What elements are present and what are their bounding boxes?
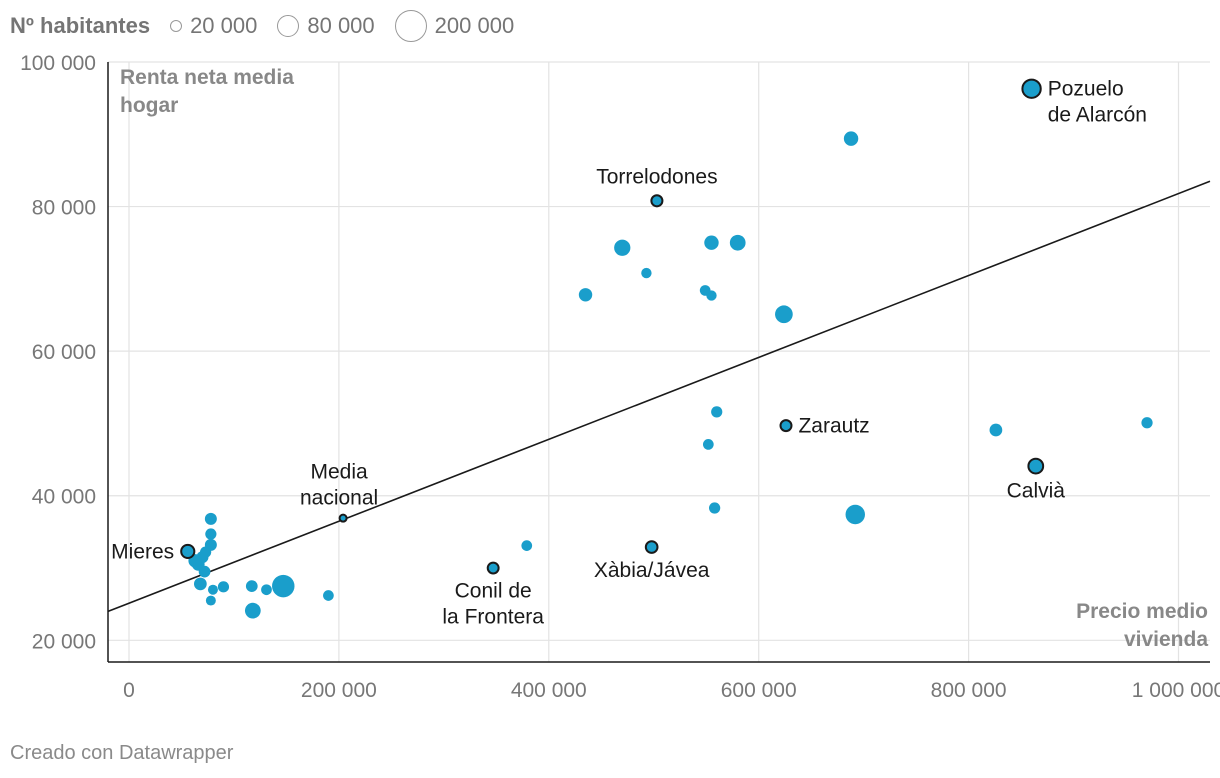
label-media-nacional: Media nacional [300, 461, 378, 510]
point-municipio[interactable] [204, 538, 217, 551]
y-axis-title-line-2: hogar [120, 94, 178, 117]
point-municipio[interactable] [729, 234, 746, 251]
point-municipio[interactable] [207, 584, 218, 595]
point-municipio[interactable] [641, 267, 652, 279]
point-xabia-javea[interactable] [644, 540, 659, 554]
point-municipio[interactable] [843, 131, 859, 146]
point-municipio[interactable] [272, 574, 295, 598]
point-municipio[interactable] [521, 540, 533, 551]
point-municipio[interactable] [706, 290, 717, 301]
legend-label-small: 20 000 [190, 13, 258, 38]
point-pozuelo-de-alarcon[interactable] [1021, 78, 1042, 99]
point-municipio[interactable] [244, 602, 261, 619]
footer-credit: Creado con Datawrapper [10, 742, 234, 764]
legend: Nº habitantes 20 000 80 000 200 000 [10, 8, 534, 44]
grid-lines [108, 61, 1210, 662]
point-torrelodones[interactable] [650, 194, 664, 208]
legend-item-large: 200 000 [394, 10, 515, 42]
legend-item-small: 20 000 [170, 13, 257, 39]
legend-label-large: 200 000 [434, 13, 515, 38]
point-municipio[interactable] [578, 288, 593, 302]
point-municipio[interactable] [989, 423, 1003, 437]
point-municipio[interactable] [702, 439, 714, 450]
x-tick-label: 600 000 [721, 679, 797, 702]
y-axis-title-line-1: Renta neta media [120, 66, 294, 89]
point-municipio[interactable] [614, 239, 631, 256]
point-municipio[interactable] [709, 502, 721, 514]
x-tick-label: 1 000 000 [1132, 679, 1220, 702]
point-municipio[interactable] [204, 512, 217, 525]
point-municipio[interactable] [775, 305, 793, 324]
y-tick-label: 40 000 [32, 486, 96, 509]
point-municipio[interactable] [1141, 417, 1153, 429]
point-municipio[interactable] [261, 584, 272, 596]
label-zarautz: Zarautz [798, 415, 869, 438]
scatter-chart: 0 200 000 400 000 600 000 800 000 1 000 000 20… [20, 52, 1220, 702]
legend-circle-large-icon [394, 10, 427, 42]
label-pozuelo-de-alarcon: Pozuelo de Alarcón [1048, 78, 1147, 127]
x-tick-label: 800 000 [931, 679, 1007, 702]
point-labels: Pozuelo de Alarcón Torrelodones Zarautz Calv… [111, 78, 1147, 629]
point-municipio[interactable] [193, 577, 207, 591]
label-calvia: Calvià [1007, 479, 1066, 502]
legend-item-medium: 80 000 [277, 13, 375, 39]
legend-circle-small-icon [170, 20, 183, 32]
point-municipio[interactable] [245, 580, 258, 592]
point-municipio[interactable] [704, 235, 719, 250]
point-municipio[interactable] [323, 590, 334, 601]
point-municipio[interactable] [711, 406, 723, 418]
axis-ticks: 0 200 000 400 000 600 000 800 000 1 000 000 20… [20, 52, 1220, 702]
label-conil-de-la-frontera: Conil de la Frontera [442, 579, 544, 628]
label-xabia-javea: Xàbia/Jávea [594, 559, 710, 582]
y-tick-label: 60 000 [32, 341, 96, 364]
x-axis-title-line-1: Precio medio [1076, 600, 1208, 623]
point-municipio[interactable] [217, 581, 230, 593]
legend-title: Nº habitantes [10, 13, 151, 38]
legend-label-medium: 80 000 [307, 13, 375, 38]
point-municipio[interactable] [205, 528, 217, 540]
point-conil-de-la-frontera[interactable] [486, 561, 500, 575]
y-tick-label: 100 000 [20, 52, 96, 75]
y-tick-label: 80 000 [32, 197, 96, 220]
trend-line [107, 180, 1211, 613]
x-tick-label: 400 000 [511, 679, 587, 702]
x-tick-label: 200 000 [301, 679, 377, 702]
point-zarautz[interactable] [779, 419, 793, 433]
point-calvia[interactable] [1027, 457, 1045, 475]
point-mieres[interactable] [180, 543, 196, 559]
label-torrelodones: Torrelodones [596, 165, 717, 188]
point-municipio[interactable] [205, 595, 216, 606]
data-points [180, 78, 1153, 619]
legend-circle-medium-icon [277, 15, 300, 37]
x-tick-label: 0 [123, 679, 135, 702]
y-tick-label: 20 000 [32, 630, 96, 653]
label-mieres: Mieres [111, 540, 174, 563]
point-media-nacional[interactable] [338, 513, 348, 523]
point-municipio[interactable] [845, 504, 865, 525]
x-axis-title-line-2: vivienda [1124, 628, 1208, 651]
